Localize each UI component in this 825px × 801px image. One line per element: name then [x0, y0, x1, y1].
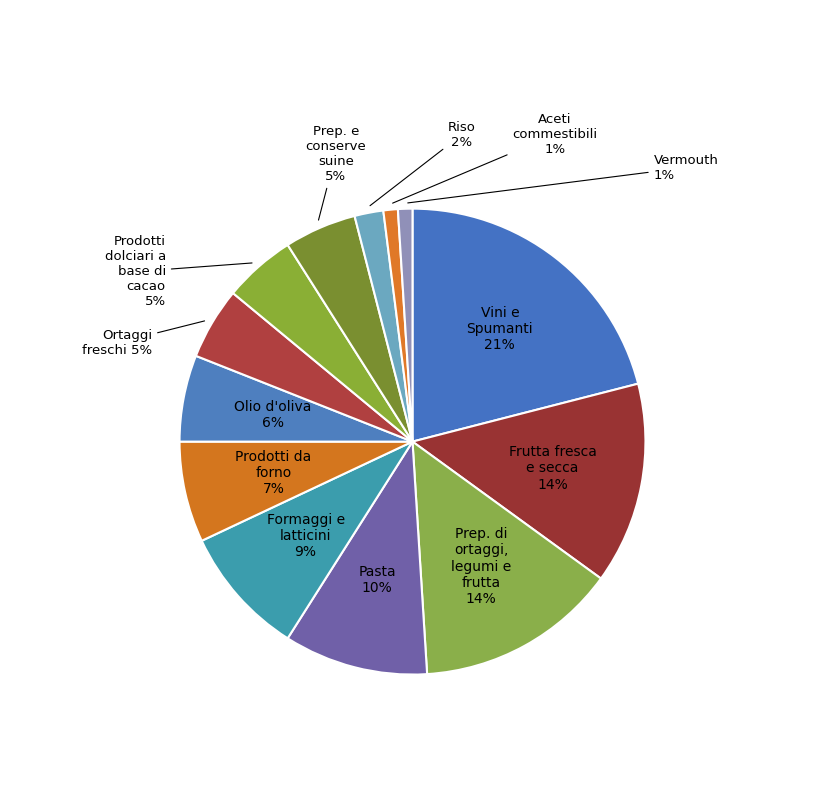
Text: Ortaggi
freschi 5%: Ortaggi freschi 5%	[82, 321, 205, 357]
Wedge shape	[180, 356, 412, 441]
Wedge shape	[384, 209, 412, 441]
Text: Vini e
Spumanti
21%: Vini e Spumanti 21%	[467, 306, 533, 352]
Text: Pasta
10%: Pasta 10%	[358, 565, 396, 595]
Text: Aceti
commestibili
1%: Aceti commestibili 1%	[393, 113, 597, 203]
Text: Prodotti
dolciari a
base di
cacao
5%: Prodotti dolciari a base di cacao 5%	[105, 235, 252, 308]
Text: Frutta fresca
e secca
14%: Frutta fresca e secca 14%	[508, 445, 596, 492]
Wedge shape	[233, 245, 412, 441]
Wedge shape	[196, 293, 412, 441]
Wedge shape	[398, 208, 412, 441]
Text: Prep. e
conserve
suine
5%: Prep. e conserve suine 5%	[305, 125, 366, 220]
Text: Vermouth
1%: Vermouth 1%	[408, 154, 719, 203]
Wedge shape	[288, 441, 427, 674]
Text: Riso
2%: Riso 2%	[370, 121, 476, 206]
Wedge shape	[412, 208, 639, 441]
Wedge shape	[288, 216, 412, 441]
Wedge shape	[355, 211, 412, 441]
Text: Prodotti da
forno
7%: Prodotti da forno 7%	[235, 449, 312, 496]
Wedge shape	[412, 441, 601, 674]
Wedge shape	[412, 384, 645, 578]
Wedge shape	[201, 441, 412, 638]
Text: Formaggi e
latticini
9%: Formaggi e latticini 9%	[266, 513, 345, 559]
Wedge shape	[180, 441, 412, 541]
Text: Olio d'oliva
6%: Olio d'oliva 6%	[233, 400, 311, 430]
Text: Prep. di
ortaggi,
legumi e
frutta
14%: Prep. di ortaggi, legumi e frutta 14%	[451, 527, 512, 606]
